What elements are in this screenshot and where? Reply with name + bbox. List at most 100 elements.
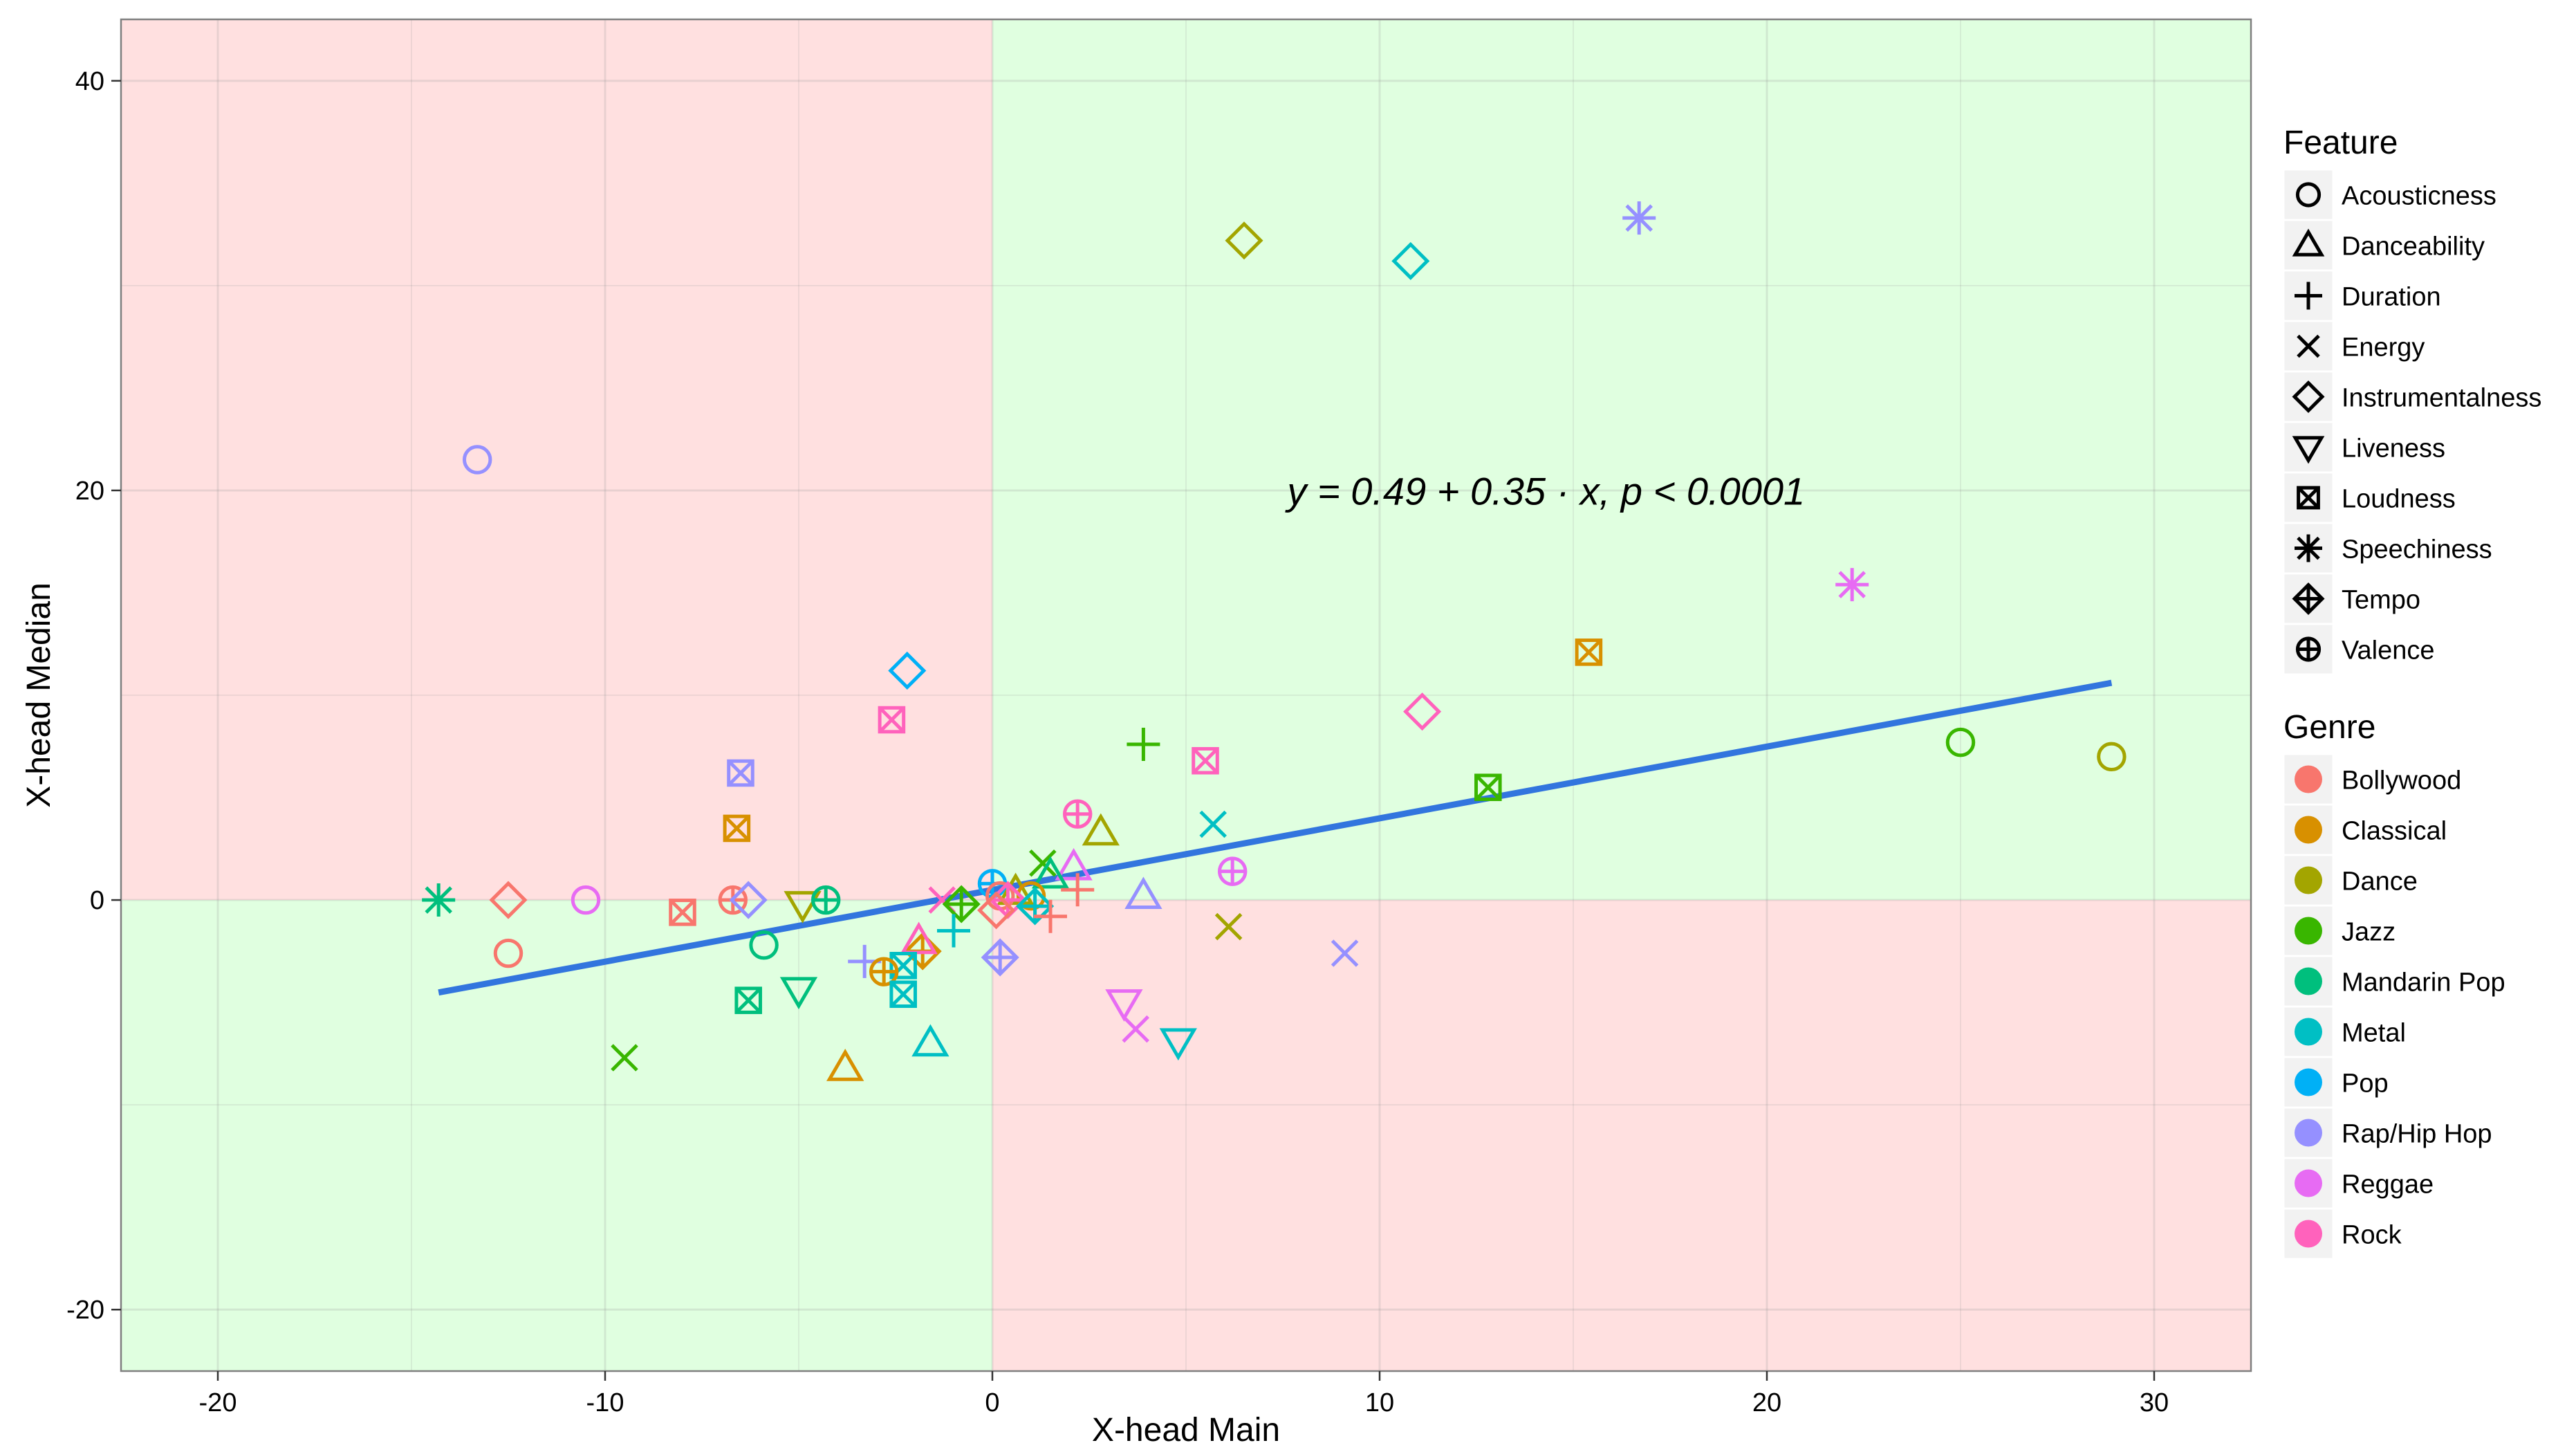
data-point (784, 891, 822, 923)
data-point (729, 881, 768, 919)
feature-legend-title: Feature (2283, 125, 2398, 161)
x-tick-label: -20 (199, 1388, 237, 1417)
legend-color-swatch (2295, 1068, 2322, 1096)
legend-label: Metal (2342, 1019, 2406, 1048)
quadrant-top-left (121, 19, 992, 901)
legend-key (2282, 370, 2335, 423)
feature-legend-item: Danceability (2282, 219, 2485, 272)
feature-legend-item: Tempo (2282, 572, 2420, 625)
legend-label: Speechiness (2342, 535, 2492, 564)
data-point (1622, 201, 1656, 235)
genre-legend-item: Bollywood (2282, 753, 2461, 806)
axes: -20 -10 0 10 20 30 -20 0 20 40 (66, 67, 2169, 1417)
data-point (723, 814, 751, 843)
feature-legend-item: Duration (2282, 269, 2441, 322)
legend-color-swatch (2295, 1220, 2322, 1248)
legend-color-swatch (2295, 765, 2322, 793)
data-point (462, 445, 492, 475)
quadrant-bottom-left (121, 900, 992, 1371)
data-point (1403, 692, 1442, 731)
feature-legend-item: Energy (2282, 320, 2425, 373)
legend-key (2282, 623, 2335, 676)
data-point (1124, 876, 1162, 910)
legend-label: Tempo (2342, 586, 2420, 615)
feature-legend-item: Speechiness (2282, 522, 2492, 575)
legend-key (2282, 904, 2335, 957)
x-tick-label: 30 (2140, 1388, 2169, 1417)
legend-label: Jazz (2342, 918, 2396, 947)
legend-label: Rap/Hip Hop (2342, 1120, 2492, 1149)
legend-key (2282, 219, 2335, 272)
legend-color-swatch (2295, 1018, 2322, 1046)
data-point (889, 980, 917, 1009)
legend-label: Energy (2342, 333, 2425, 362)
data-point (1029, 849, 1057, 877)
legend-key (2282, 421, 2335, 474)
legend-label: Instrumentalness (2342, 384, 2541, 413)
data-point (1192, 746, 1219, 775)
legend-color-swatch (2295, 967, 2322, 995)
legend-label: Mandarin Pop (2342, 968, 2505, 998)
data-point (1199, 810, 1227, 838)
data-point (900, 921, 938, 955)
genre-legend-item: Reggae (2282, 1157, 2434, 1210)
y-tick-label: 20 (75, 477, 104, 506)
legend-key (2282, 168, 2335, 221)
data-point (1031, 856, 1070, 889)
data-point (1945, 727, 1976, 757)
legend-color-swatch (2295, 1169, 2322, 1197)
legend-label: Liveness (2342, 434, 2445, 463)
genre-legend-item: Metal (2282, 1005, 2406, 1058)
data-point (826, 1049, 864, 1081)
genre-legend-item: Mandarin Pop (2282, 955, 2505, 1008)
data-point (669, 899, 696, 926)
genre-legend-item: Rock (2282, 1207, 2402, 1260)
x-axis-label: X-head Main (1092, 1412, 1280, 1449)
legend-color-swatch (2295, 917, 2322, 945)
legend-color-swatch (2295, 866, 2322, 894)
legend-label: Danceability (2342, 232, 2485, 261)
data-point (1061, 873, 1095, 907)
data-point (1122, 1015, 1149, 1043)
data-point (1062, 799, 1093, 829)
data-point (1225, 221, 1263, 260)
legend-label: Pop (2342, 1069, 2389, 1099)
legend-symbol (2292, 228, 2325, 257)
genre-legend-item: Rap/Hip Hop (2282, 1106, 2492, 1159)
quadrant-top-right (992, 19, 2251, 901)
feature-legend: Feature Acousticness Danceability Duration… (2282, 125, 2541, 676)
genre-legend-item: Dance (2282, 854, 2418, 907)
x-tick-label: 0 (985, 1388, 999, 1417)
feature-legend-item: Loudness (2282, 471, 2456, 524)
legend-label: Rock (2342, 1221, 2402, 1250)
feature-legend-item: Valence (2282, 623, 2435, 676)
y-tick-label: 0 (90, 886, 104, 915)
legend-label: Valence (2342, 636, 2435, 665)
data-point (981, 938, 1019, 977)
legend-color-swatch (2295, 1119, 2322, 1147)
legend-symbol (2292, 380, 2325, 414)
data-point (2097, 742, 2126, 772)
genre-legend-title: Genre (2283, 709, 2375, 746)
legend-symbol (2292, 436, 2325, 464)
data-point (1474, 773, 1502, 802)
data-point (1159, 1028, 1197, 1061)
legend-label: Dance (2342, 867, 2418, 897)
legend-color-swatch (2295, 816, 2322, 844)
data-point (1105, 989, 1143, 1022)
data-point (869, 957, 899, 986)
legend-symbol (2297, 486, 2320, 510)
genre-legend-item: Classical (2282, 803, 2447, 856)
data-point (727, 759, 754, 787)
data-point (1217, 856, 1248, 886)
legend-symbol (2295, 282, 2322, 310)
regression-layer (438, 679, 2113, 996)
quadrant-backgrounds (121, 19, 2251, 1371)
data-point (1082, 813, 1120, 846)
x-tick-label: 20 (1752, 1388, 1781, 1417)
data-point (734, 986, 762, 1014)
legend-label: Bollywood (2342, 766, 2461, 796)
data-point (1127, 728, 1160, 762)
x-tick-label: -10 (586, 1388, 624, 1417)
feature-legend-item: Liveness (2282, 421, 2445, 474)
